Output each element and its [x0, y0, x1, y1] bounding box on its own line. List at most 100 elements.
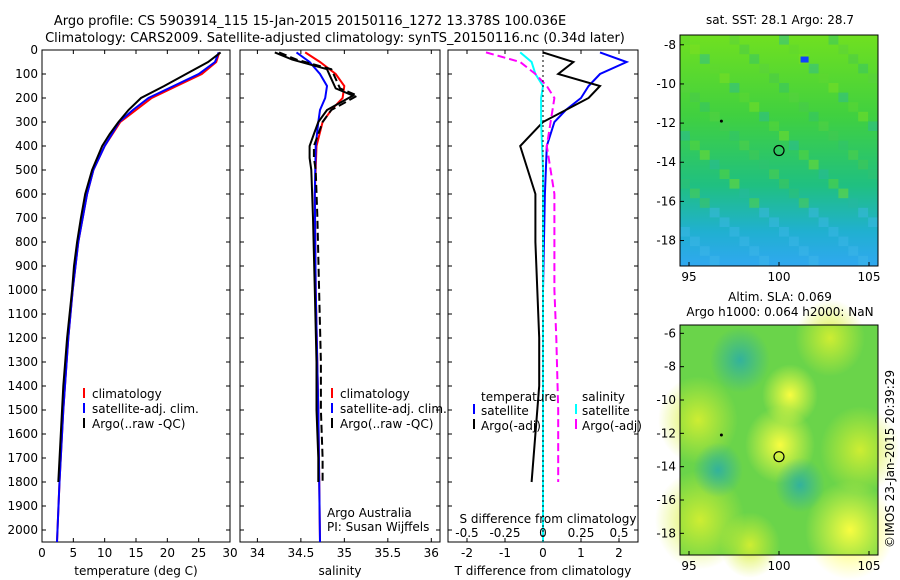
sst-cell [858, 159, 869, 170]
sla-blob [710, 327, 770, 393]
x-tick-label: 95 [681, 270, 696, 284]
sst-cell [739, 188, 750, 199]
y-tick-label: 100 [15, 67, 38, 81]
plot-frame [239, 49, 441, 543]
sst-cell [788, 92, 799, 103]
x-tick-label: 34 [250, 546, 265, 560]
sst-cell [788, 44, 799, 55]
secondary-tick-label: -0.25 [489, 526, 520, 540]
x-tick-label: 2 [615, 546, 623, 560]
sst-cell [739, 92, 750, 103]
sst-cell [838, 92, 849, 103]
argo-position-marker [773, 144, 785, 157]
x-tick-label: 36 [424, 546, 439, 560]
legend-title: temperature [481, 390, 556, 404]
sst-cell [749, 54, 760, 64]
sst-cell [848, 198, 859, 208]
y-tick-label: 1500 [7, 403, 38, 417]
sst-cell [779, 83, 789, 93]
x-tick-label: 5 [70, 546, 78, 560]
sst-cell [868, 217, 878, 227]
x-tick-label: 25 [191, 546, 206, 560]
y-tick-label: 800 [15, 235, 38, 249]
sst-cell [838, 140, 849, 151]
x-axis-label: salinity [318, 564, 361, 578]
secondary-tick-label: -0.5 [455, 526, 478, 540]
y-tick-label: 1200 [7, 331, 38, 345]
y-tick-label: 1900 [7, 499, 38, 513]
annotation-line: Argo Australia [327, 506, 412, 520]
secondary-axis-title: S difference from climatology [460, 512, 637, 526]
sst-cell [759, 63, 770, 74]
sst-cell [769, 121, 779, 131]
sst-cell [709, 111, 720, 122]
y-tick-label: 1300 [7, 355, 38, 369]
sst-cell [798, 246, 809, 256]
y-tick-label: -12 [656, 426, 676, 440]
x-tick-label: 1 [577, 546, 585, 560]
sla-blob [795, 299, 865, 377]
sst-cell [808, 63, 819, 74]
sst-cell [759, 255, 770, 266]
sst-cell [759, 207, 770, 218]
y-tick-label: -10 [656, 77, 676, 91]
series-line-argo-raw-qc- [57, 51, 222, 483]
sst-cell [689, 236, 700, 247]
sst-cell [779, 179, 789, 189]
sst-cell [680, 179, 690, 189]
sst-cell [779, 227, 789, 237]
y-tick-label: -14 [656, 460, 676, 474]
sst-cell [719, 121, 730, 131]
sst-cell [699, 54, 710, 64]
sst-cell [719, 73, 730, 83]
y-tick-label: 1400 [7, 379, 38, 393]
y-tick-label: 1000 [7, 283, 38, 297]
y-tick-label: -10 [656, 393, 676, 407]
sst-cell [680, 35, 690, 45]
y-tick-label: 1800 [7, 475, 38, 489]
sst-cell [858, 207, 869, 218]
sst-cell [779, 131, 789, 141]
sst-cell [699, 150, 710, 160]
sst-cell [680, 227, 690, 237]
x-tick-label: -1 [499, 546, 511, 560]
sst-cell [868, 169, 878, 179]
sla-blob [720, 512, 780, 578]
sst-cell [858, 111, 869, 122]
y-tick-label: 900 [15, 259, 38, 273]
x-tick-label: 0 [38, 546, 46, 560]
series-line-argo-raw-qc- [274, 51, 356, 482]
sst-cell [798, 198, 809, 208]
sst-map: 95 100 105 -8 -10 -12 -14 -16 -18 sat. SST: 28.1 … [656, 13, 880, 284]
sst-cell [729, 131, 740, 141]
sst-cell [769, 73, 779, 83]
x-tick-label: 30 [222, 546, 237, 560]
sst-cell [808, 159, 819, 170]
sst-cell [709, 159, 720, 170]
difference-panel: -2 -1 0 1 2 T difference from climatology temp… [447, 49, 642, 578]
sst-cell [689, 140, 700, 151]
sst-cell [759, 111, 770, 122]
sst-cell [680, 131, 690, 141]
legend-label: Argo(-adj) [481, 419, 541, 433]
sst-cell [788, 188, 799, 199]
x-tick-label: 15 [128, 546, 143, 560]
series-line-argo-dashed [278, 51, 360, 482]
y-tick-label: -18 [656, 526, 676, 540]
y-tick-label: 600 [15, 187, 38, 201]
y-tick-label: 0 [30, 43, 38, 57]
sst-cell [709, 207, 720, 218]
sst-cell [848, 246, 859, 256]
temperature-panel: 0 5 10 15 20 25 30 temperature (deg C) 0 100 200 30… [7, 43, 237, 578]
sst-cell [798, 102, 809, 112]
sst-cell [818, 73, 829, 83]
sla-blob [775, 457, 825, 513]
legend-label: climatology [92, 387, 162, 401]
sst-cell [858, 255, 869, 266]
series-line-satellite-adj-clim- [56, 52, 220, 543]
secondary-tick-label: 0.5 [609, 526, 628, 540]
argo-position-marker [773, 451, 785, 463]
sst-cell [729, 83, 740, 93]
sst-cell [749, 198, 760, 208]
x-tick-label: 34.5 [288, 546, 315, 560]
